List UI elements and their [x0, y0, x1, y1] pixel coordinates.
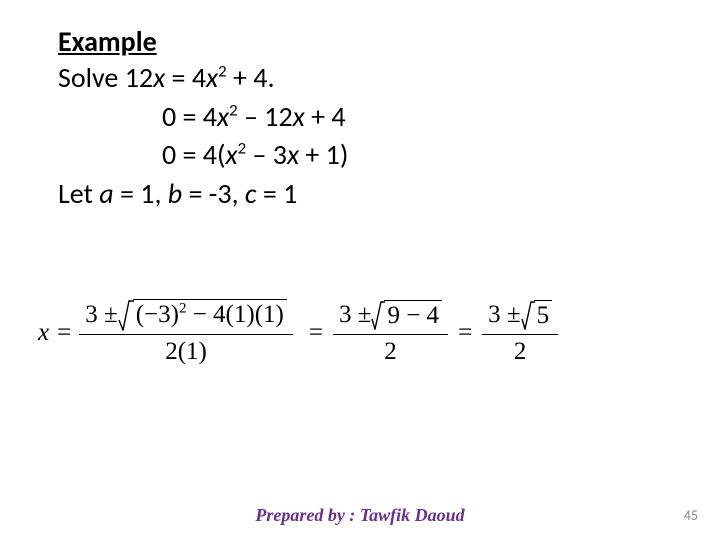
- fraction-2: 3 ± 9 − 4 2: [333, 296, 448, 369]
- fraction-1: 3 ± (−3)2 − 4(1)(1) 2(1): [79, 296, 293, 369]
- text: = -3,: [182, 176, 245, 211]
- sqrt: 5: [521, 300, 553, 331]
- step-2: 0 = 4(x2 – 3x + 1): [58, 136, 680, 175]
- text: 3 ±: [85, 301, 117, 330]
- text: = 1,: [114, 176, 168, 211]
- superscript: 2: [229, 99, 238, 120]
- var-a: a: [99, 176, 113, 211]
- var-x: x: [217, 99, 229, 134]
- let-line: Let a = 1, b = -3, c = 1: [58, 175, 680, 214]
- page-number: 45: [684, 507, 698, 524]
- var-b: b: [168, 176, 182, 211]
- text: 0 = 4: [162, 99, 217, 134]
- numerator: 3 ± 9 − 4: [333, 296, 448, 334]
- sqrt: 9 − 4: [371, 300, 442, 331]
- var-x: x: [287, 137, 299, 172]
- superscript: 2: [218, 61, 227, 82]
- text: – 3: [246, 137, 287, 172]
- text: = 1: [257, 176, 298, 211]
- example-heading: Example: [58, 24, 680, 59]
- text: + 4: [305, 99, 346, 134]
- superscript: 2: [238, 138, 247, 159]
- sqrt: (−3)2 − 4(1)(1): [118, 299, 287, 331]
- var-x: x: [293, 99, 305, 134]
- var-x: x: [206, 60, 218, 95]
- prepared-by: Prepared by : Tawfik Daoud: [255, 505, 464, 526]
- equals-sign: =: [57, 319, 71, 347]
- radicand: 9 − 4: [384, 300, 442, 331]
- text: 3 ±: [339, 301, 371, 330]
- slide: Example Solve 12x = 4x2 + 4. 0 = 4x2 – 1…: [0, 0, 720, 540]
- radicand: 5: [534, 300, 553, 331]
- formula-x: x: [38, 319, 57, 347]
- text: + 4.: [227, 60, 275, 95]
- quadratic-formula: x = 3 ± (−3)2 − 4(1)(1) 2(1) =: [38, 296, 686, 369]
- text: = 4: [165, 60, 206, 95]
- denominator: 2(1): [159, 335, 213, 369]
- text: 0 = 4(: [162, 137, 225, 172]
- radical-icon: [118, 299, 134, 331]
- numerator: 3 ± (−3)2 − 4(1)(1): [79, 296, 293, 334]
- step-1: 0 = 4x2 – 12x + 4: [58, 98, 680, 137]
- equals-sign: =: [448, 319, 482, 347]
- fraction-3: 3 ± 5 2: [482, 296, 558, 369]
- content-block: Example Solve 12x = 4x2 + 4. 0 = 4x2 – 1…: [58, 24, 680, 214]
- text: Let: [58, 176, 99, 211]
- radicand: (−3)2 − 4(1)(1): [133, 299, 287, 331]
- var-x: x: [153, 60, 165, 95]
- equals-sign: =: [299, 319, 333, 347]
- solve-line: Solve 12x = 4x2 + 4.: [58, 59, 680, 98]
- text: − 4(1)(1): [186, 301, 283, 328]
- numerator: 3 ± 5: [482, 296, 558, 334]
- denominator: 2: [378, 335, 403, 369]
- text: 3 ±: [488, 301, 520, 330]
- radical-icon: [521, 300, 535, 331]
- text: + 1): [299, 137, 348, 172]
- text: (−3): [136, 301, 179, 328]
- denominator: 2: [508, 335, 533, 369]
- var-x: x: [225, 137, 237, 172]
- radical-icon: [371, 300, 385, 331]
- var-c: c: [245, 176, 257, 211]
- text: Solve 12: [58, 60, 153, 95]
- text: – 12: [238, 99, 293, 134]
